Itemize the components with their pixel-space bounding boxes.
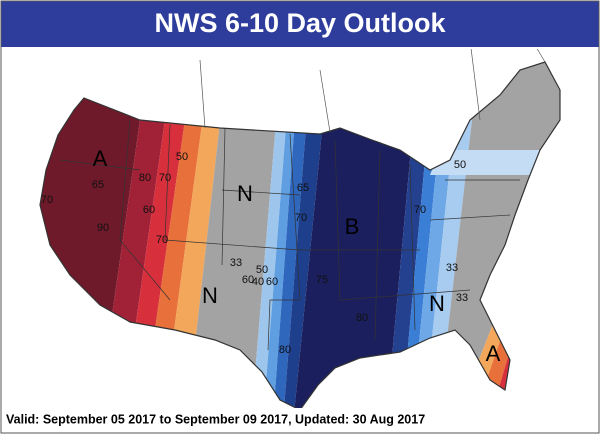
contour-label: 60: [266, 276, 278, 288]
contour-label: 70: [41, 194, 53, 206]
contour-label: 33: [230, 257, 242, 269]
state-lines: [39, 19, 561, 411]
outlook-band: [272, 62, 312, 410]
title: NWS 6-10 Day Outlook: [154, 8, 446, 38]
contour-label: 70: [156, 234, 168, 246]
contour-label: 80: [356, 312, 368, 324]
contour-label: 33: [456, 292, 468, 304]
region-label: N: [429, 291, 445, 316]
contour-label: 70: [159, 172, 171, 184]
contour-label: 50: [256, 264, 268, 276]
contour-label: 65: [92, 179, 104, 191]
footer-bg: [0, 408, 600, 434]
region-label: N: [202, 283, 218, 308]
region-label: A: [93, 146, 108, 171]
title-banner: [0, 0, 600, 49]
contour-label: 75: [316, 274, 328, 286]
outlook-band: [250, 62, 292, 410]
contour-label: 80: [279, 344, 291, 356]
contour-label: 70: [414, 204, 426, 216]
footer-text: Valid: September 05 2017 to September 09…: [6, 412, 425, 426]
contour-label: 70: [295, 212, 307, 224]
region-label: A: [486, 341, 501, 366]
contour-label: 65: [297, 182, 309, 194]
contour-label: 60: [242, 274, 254, 286]
contour-label: 50: [176, 151, 188, 163]
contour-label: 40: [252, 276, 264, 288]
contour-label: 80: [139, 172, 151, 184]
contour-label: 90: [97, 222, 109, 234]
contour-label: 33: [446, 262, 458, 274]
region-label: B: [345, 214, 360, 239]
outlook-band: [282, 62, 330, 410]
contour-label: 50: [454, 159, 466, 171]
outlook-band: [40, 62, 150, 410]
contour-label: 60: [143, 204, 155, 216]
region-label: N: [237, 181, 253, 206]
